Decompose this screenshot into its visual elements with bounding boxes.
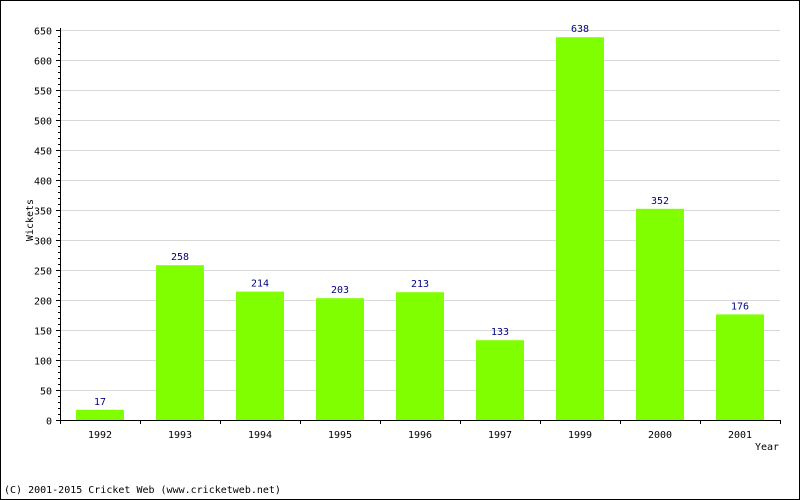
bar-value-label: 176	[731, 301, 749, 312]
y-tick-label: 450	[34, 147, 52, 158]
y-tick-label: 0	[46, 417, 52, 428]
bar-value-label: 638	[571, 24, 589, 35]
y-tick-label: 250	[34, 267, 52, 278]
y-tick-label: 500	[34, 117, 52, 128]
bar	[556, 37, 604, 420]
y-tick-label: 150	[34, 327, 52, 338]
bar	[636, 208, 684, 420]
x-tick-label: 1996	[408, 430, 432, 441]
y-tick-label: 400	[34, 177, 52, 188]
bar	[476, 340, 524, 420]
bar	[716, 314, 764, 420]
y-tick-label: 650	[34, 27, 52, 38]
y-tick-label: 600	[34, 57, 52, 68]
bar-value-label: 258	[171, 252, 189, 263]
x-tick-label: 2001	[728, 430, 752, 441]
y-tick-label: 300	[34, 237, 52, 248]
y-tick-label: 200	[34, 297, 52, 308]
bar-value-label: 133	[491, 327, 509, 338]
bar	[316, 298, 364, 420]
bar	[236, 291, 284, 420]
x-tick-label: 1994	[248, 430, 272, 441]
bar-value-label: 203	[331, 285, 349, 296]
x-tick-label: 1999	[568, 430, 592, 441]
x-tick-label: 2000	[648, 430, 672, 441]
x-tick-label: 1997	[488, 430, 512, 441]
y-tick-label: 350	[34, 207, 52, 218]
x-axis-title: Year	[755, 442, 779, 453]
bar	[76, 409, 124, 420]
y-tick-label: 100	[34, 357, 52, 368]
y-tick-label: 50	[40, 387, 52, 398]
x-tick-label: 1992	[88, 430, 112, 441]
y-axis-title: Wickets	[25, 199, 36, 241]
bar	[396, 292, 444, 420]
bar-value-label: 214	[251, 279, 269, 290]
bar-value-label: 352	[651, 196, 669, 207]
copyright-text: (C) 2001-2015 Cricket Web (www.cricketwe…	[4, 485, 281, 496]
y-tick-label: 550	[34, 87, 52, 98]
x-tick-label: 1993	[168, 430, 192, 441]
bar	[156, 265, 204, 420]
x-tick-label: 1995	[328, 430, 352, 441]
bar-value-label: 213	[411, 279, 429, 290]
bar-value-label: 17	[94, 397, 106, 408]
